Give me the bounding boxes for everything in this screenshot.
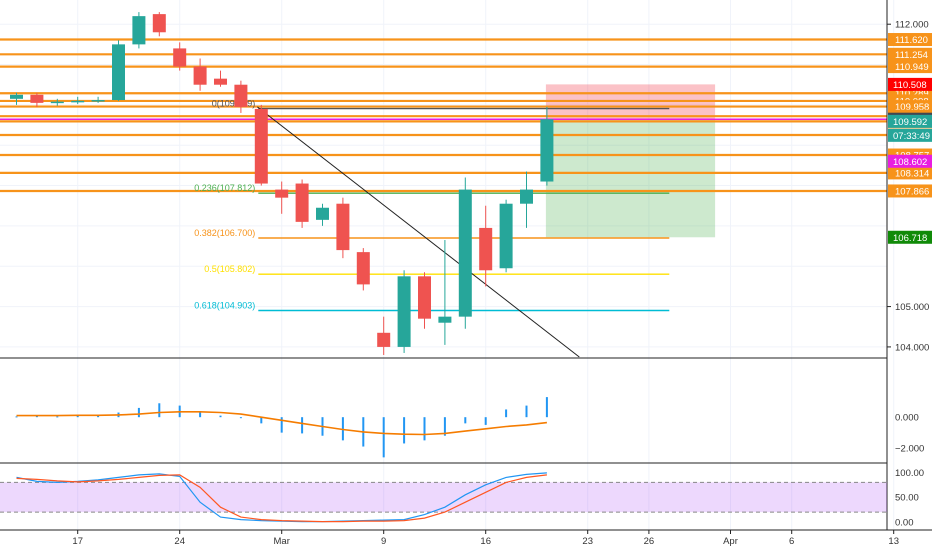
candle-body-16 [336, 203, 350, 251]
trend-line [256, 106, 580, 358]
price-tag-bg-2 [888, 114, 932, 128]
level-tag-label-2: 110.949 [895, 62, 929, 73]
price-tick-label-0: 104.000 [895, 342, 929, 353]
price-tag-label-2: 109.592 [893, 117, 927, 128]
stoch-d-line [16, 474, 547, 523]
macd-hist-bar-14 [301, 417, 304, 434]
macd-tick-label-0: 0.000 [895, 413, 919, 424]
macd-hist-bar-6 [137, 407, 140, 418]
macd-hist-bar-9 [199, 411, 202, 418]
candle-body-25 [520, 189, 533, 204]
candle-body-6 [132, 16, 146, 45]
macd-hist-bar-12 [260, 417, 263, 424]
macd-hist-bar-11 [239, 417, 242, 419]
level-tag-bg-2 [888, 60, 932, 74]
time-tick-label-7: Apr [723, 536, 738, 547]
level-tag-label-1: 111.254 [895, 50, 928, 61]
price-tag-bg-5 [888, 230, 932, 244]
time-tick-label-0: 17 [72, 536, 83, 547]
price-tag-label-5: 106.718 [893, 233, 927, 244]
time-tick-label-8: 6 [789, 536, 794, 547]
time-tick-label-2: Mar [274, 536, 290, 547]
macd-hist-bar-23 [484, 417, 487, 425]
macd-hist-bar-22 [464, 417, 467, 424]
candle-body-4 [91, 100, 105, 102]
candle-body-12 [254, 108, 268, 184]
price-tag-bg-0 [888, 77, 932, 91]
candle-body-18 [377, 332, 391, 347]
level-tag-label-3: 110.289 [895, 89, 929, 100]
macd-hist-bar-25 [525, 405, 528, 418]
candle-body-2 [50, 101, 64, 104]
fib-level-label-2: 0.382(106.700) [194, 228, 255, 238]
level-tag-bg-0 [888, 33, 932, 47]
candle-body-10 [214, 78, 227, 85]
candle-body-7 [152, 14, 166, 33]
candle-body-11 [234, 84, 248, 107]
candle-body-23 [479, 227, 493, 271]
level-tag-label-11: 107.866 [895, 186, 929, 197]
time-tick-label-1: 24 [174, 536, 185, 547]
candle-body-3 [71, 100, 85, 103]
level-tag-bg-10 [888, 166, 932, 180]
price-tag-bg-4 [888, 154, 932, 168]
level-tag-bg-11 [888, 184, 932, 198]
macd-hist-bar-26 [545, 397, 548, 418]
macd-hist-bar-21 [443, 417, 446, 436]
candle-body-20 [418, 276, 431, 319]
time-tick-label-3: 9 [381, 536, 386, 547]
candle-body-9 [193, 66, 207, 85]
macd-hist-bar-18 [382, 417, 385, 458]
candle-body-22 [458, 189, 472, 317]
fib-level-label-1: 0.236(107.812) [194, 183, 255, 193]
macd-hist-bar-13 [280, 417, 283, 433]
macd-hist-bar-20 [423, 417, 426, 441]
fib-level-label-4: 0.618(104.903) [194, 300, 255, 310]
price-tag-label-0: 110.508 [893, 80, 927, 91]
fib-level-label-0: 0(109.909) [212, 99, 256, 109]
candle-body-19 [397, 276, 411, 347]
macd-hist-bar-0 [15, 416, 18, 418]
level-tag-bg-1 [888, 47, 932, 61]
stoch-tick-label-2: 0.00 [895, 518, 914, 529]
price-tag-bg-3 [888, 128, 932, 142]
candle-body-5 [112, 44, 125, 101]
candle-body-15 [316, 207, 329, 220]
time-tick-label-6: 26 [644, 536, 655, 547]
fib-level-label-3: 0.5(105.802) [204, 264, 255, 274]
macd-hist-bar-3 [76, 415, 79, 418]
price-tick-label-1: 105.000 [895, 302, 929, 313]
time-tick-label-5: 23 [582, 536, 593, 547]
candle-body-1 [30, 94, 44, 103]
position-reward-zone [545, 119, 716, 238]
stoch-tick-label-1: 50.00 [895, 493, 919, 504]
price-tag-label-3: 07:33:49 [893, 131, 930, 142]
candle-body-21 [438, 316, 452, 323]
candle-body-13 [275, 189, 289, 198]
time-tick-label-9: 13 [888, 536, 899, 547]
candle-body-14 [295, 183, 309, 222]
macd-hist-bar-1 [35, 415, 38, 418]
candle-body-0 [10, 94, 23, 99]
macd-tick-label-1: −2.000 [895, 444, 924, 455]
time-tick-label-4: 16 [480, 536, 491, 547]
macd-hist-bar-19 [403, 417, 406, 444]
price-tag-label-4: 108.602 [893, 157, 927, 168]
candle-body-8 [173, 48, 187, 67]
macd-hist-bar-2 [56, 416, 59, 418]
macd-hist-bar-24 [505, 409, 508, 418]
stoch-tick-label-0: 100.00 [895, 468, 924, 479]
candle-body-24 [499, 203, 513, 269]
level-tag-label-10: 108.314 [895, 168, 929, 179]
macd-signal-line [16, 411, 547, 436]
macd-hist-bar-10 [219, 415, 222, 418]
macd-hist-bar-4 [97, 415, 100, 418]
level-tag-label-5: 109.958 [895, 102, 929, 113]
candle-body-26 [540, 119, 554, 182]
candle-body-17 [356, 252, 370, 285]
price-tick-label-2: 112.000 [895, 20, 929, 31]
level-tag-label-0: 111.620 [895, 35, 928, 46]
macd-hist-bar-7 [158, 403, 161, 418]
